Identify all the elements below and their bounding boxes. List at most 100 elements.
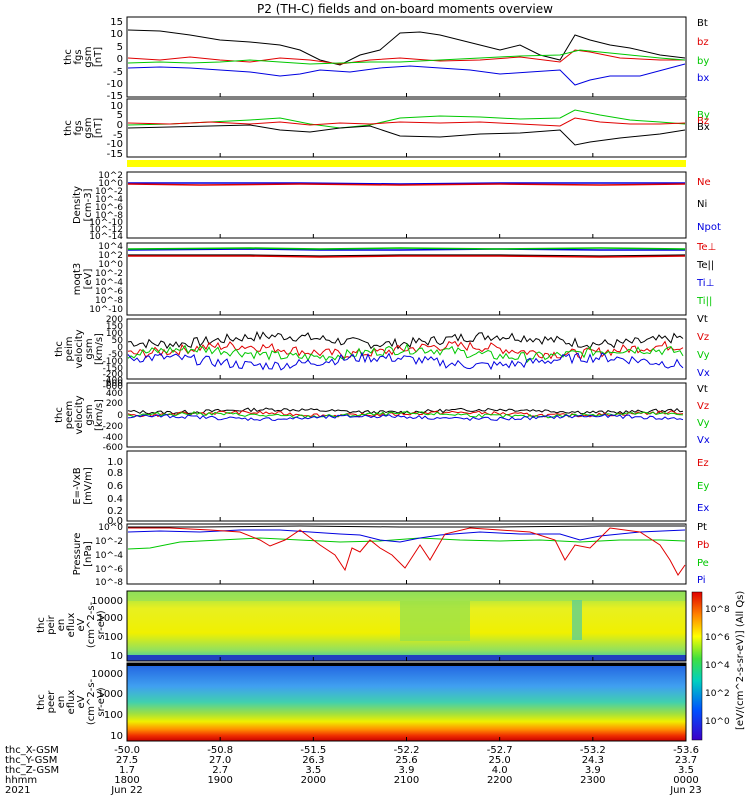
ylabel-line: [mV/m] xyxy=(83,467,94,505)
tick-label: 10^-10 xyxy=(89,305,123,315)
panel-electron-spectrogram: thcpeerenefluxeV(cm^2-s-sr-eV) 10000 100… xyxy=(36,662,687,742)
legend-npot: Npot xyxy=(697,222,721,233)
panel-frame xyxy=(126,171,687,239)
tick-label: 10^4 xyxy=(98,242,123,252)
panel-ylabel: thcpeimvelocitygsm[km/s] xyxy=(54,329,105,368)
x-value: 1900 xyxy=(207,775,232,786)
legend: By Bz Bx xyxy=(697,110,710,133)
legend-ni: Ni xyxy=(697,199,707,210)
x-value: 27.5 xyxy=(116,755,138,766)
legend-ey: Ey xyxy=(697,481,709,492)
row-label-z: thc_Z-GSM xyxy=(5,765,59,776)
series-pi xyxy=(127,529,686,543)
tick-label: 10^-8 xyxy=(95,578,123,588)
legend-vt: Vt xyxy=(697,314,708,325)
panel-pressure: Pressure[nPa] 10^0 10^-2 10^-4 10^-6 10^… xyxy=(72,522,709,588)
tick-label: -150 xyxy=(103,364,124,374)
panel-ylabel: E=-VxB[mV/m] xyxy=(72,467,94,505)
legend-ez: Ez xyxy=(697,458,709,469)
x-value: 2.7 xyxy=(212,765,228,776)
tick-label: -10 xyxy=(107,79,123,90)
series-lines xyxy=(127,330,684,371)
legend-bx: Bx xyxy=(697,122,710,133)
x-value: 2100 xyxy=(394,775,419,786)
panel-ion-spectrogram: thcpeirenefluxeV(cm^2-s-sr-eV) 10000 100… xyxy=(36,590,687,662)
x-value: -50.8 xyxy=(207,745,233,756)
ylabel-line: (cm^2-s- xyxy=(86,601,97,648)
ylabel-line: gsm xyxy=(84,404,95,425)
tick-label: 0 xyxy=(117,120,123,131)
colorbar-tick: 10^6 xyxy=(705,633,730,643)
tick-label: 0.0 xyxy=(107,516,123,527)
ylabel-line: eV xyxy=(76,618,87,631)
tick-label: 200 xyxy=(106,399,123,409)
y-ticks: 15 10 5 0 -5 -10 -15 xyxy=(107,17,123,102)
row-label-x: thc_X-GSM xyxy=(5,745,59,756)
legend: Ez Ey Ex xyxy=(697,458,709,514)
colorbar-label: [eV/(cm^2-s-sr-eV)] (All Qs) xyxy=(735,591,746,730)
panel-ylabel: thcfgsgsm[nT] xyxy=(63,117,104,138)
tick-label: 0 xyxy=(117,411,123,421)
ylabel-line: sr-eV) xyxy=(96,610,107,639)
y-ticks: 10000 1000 100 10 xyxy=(91,596,123,662)
legend-pb: Pb xyxy=(697,540,709,551)
spectrogram-band xyxy=(127,663,686,666)
tick-label: 10000 xyxy=(91,596,123,607)
legend-te-perp: Te⊥ xyxy=(696,242,716,253)
tick-label: -15 xyxy=(107,149,123,160)
tick-label: 10^-4 xyxy=(95,195,123,205)
spectrogram-patch xyxy=(572,600,582,640)
panel-density: Density[cm-3] 10^2 10^0 10^-2 10^-4 10^-… xyxy=(72,171,721,242)
panel-frame xyxy=(126,318,687,380)
tick-label: -10 xyxy=(107,139,123,150)
ylabel-line: Pressure xyxy=(72,533,83,576)
series-vy xyxy=(127,411,684,419)
tick-label: 50 xyxy=(112,336,124,346)
legend-bz: Bz xyxy=(697,116,709,127)
y-ticks: 600 400 200 0 -200 -400 -600 xyxy=(103,379,124,453)
legend-bx: bx xyxy=(697,73,709,84)
x-value: 2300 xyxy=(580,775,605,786)
svg-text:thcpeirenefluxeV(cm^2-s-sr-eV): thcpeirenefluxeV(cm^2-s-sr-eV) xyxy=(36,601,107,648)
series-ti-par xyxy=(127,247,686,250)
series-by xyxy=(127,109,686,129)
panel-ylabel: thcpeemvelocitygsm[km/s] xyxy=(54,395,105,434)
tick-label: -600 xyxy=(103,382,124,392)
legend-bt: Bt xyxy=(697,18,708,29)
svg-text:thcfgsgsm[nT]: thcfgsgsm[nT] xyxy=(63,117,104,138)
x-value: -52.7 xyxy=(487,745,513,756)
status-bar xyxy=(127,160,686,167)
panel-fgs-2: thcfgsgsm[nT] 10 5 0 -5 -10 -15 By Bz Bx xyxy=(63,98,710,160)
legend: Ne Ni Npot xyxy=(697,177,721,233)
tick-label: 0.6 xyxy=(107,481,123,492)
y-ticks: 10^4 10^2 10^0 10^-2 10^-4 10^-6 10^-8 1… xyxy=(89,242,123,315)
legend: Vt Vz Vy Vx xyxy=(697,314,710,379)
legend-pe: Pe xyxy=(697,558,709,569)
tick-label: 10^-8 xyxy=(95,211,123,221)
svg-text:thcpeerenefluxeV(cm^2-s-sr-eV): thcpeerenefluxeV(cm^2-s-sr-eV) xyxy=(36,678,107,725)
x-value: 25.6 xyxy=(395,755,417,766)
date-start: Jun 22 xyxy=(110,785,143,796)
tick-label: 10^-10 xyxy=(89,218,123,228)
legend: Bt bz by bx xyxy=(697,18,709,84)
series-vz xyxy=(127,410,684,418)
x-value: 1800 xyxy=(114,775,139,786)
tick-label: 100 xyxy=(106,329,123,339)
panel-frame xyxy=(126,242,687,316)
tick-label: 0.4 xyxy=(107,494,123,505)
series-by xyxy=(127,49,686,65)
series-bz xyxy=(127,49,685,65)
x-value: 1.7 xyxy=(119,765,135,776)
tick-label: 10^-14 xyxy=(89,232,123,242)
ylabel-line: fgs xyxy=(73,120,84,135)
ylabel-line: [km/s] xyxy=(94,399,105,431)
x-value: -53.2 xyxy=(580,745,606,756)
y-ticks: 10 5 0 -5 -10 -15 xyxy=(107,101,123,160)
ylabel-line: fgs xyxy=(73,49,84,64)
colorbar-tick: 10^8 xyxy=(705,605,730,615)
tick-label: -400 xyxy=(103,376,124,386)
ylabel-line: gsm xyxy=(83,117,94,138)
tick-label: 10^-4 xyxy=(95,551,123,561)
y-ticks: 10^2 10^0 10^-2 10^-4 10^-6 10^-8 10^-10… xyxy=(89,171,123,242)
